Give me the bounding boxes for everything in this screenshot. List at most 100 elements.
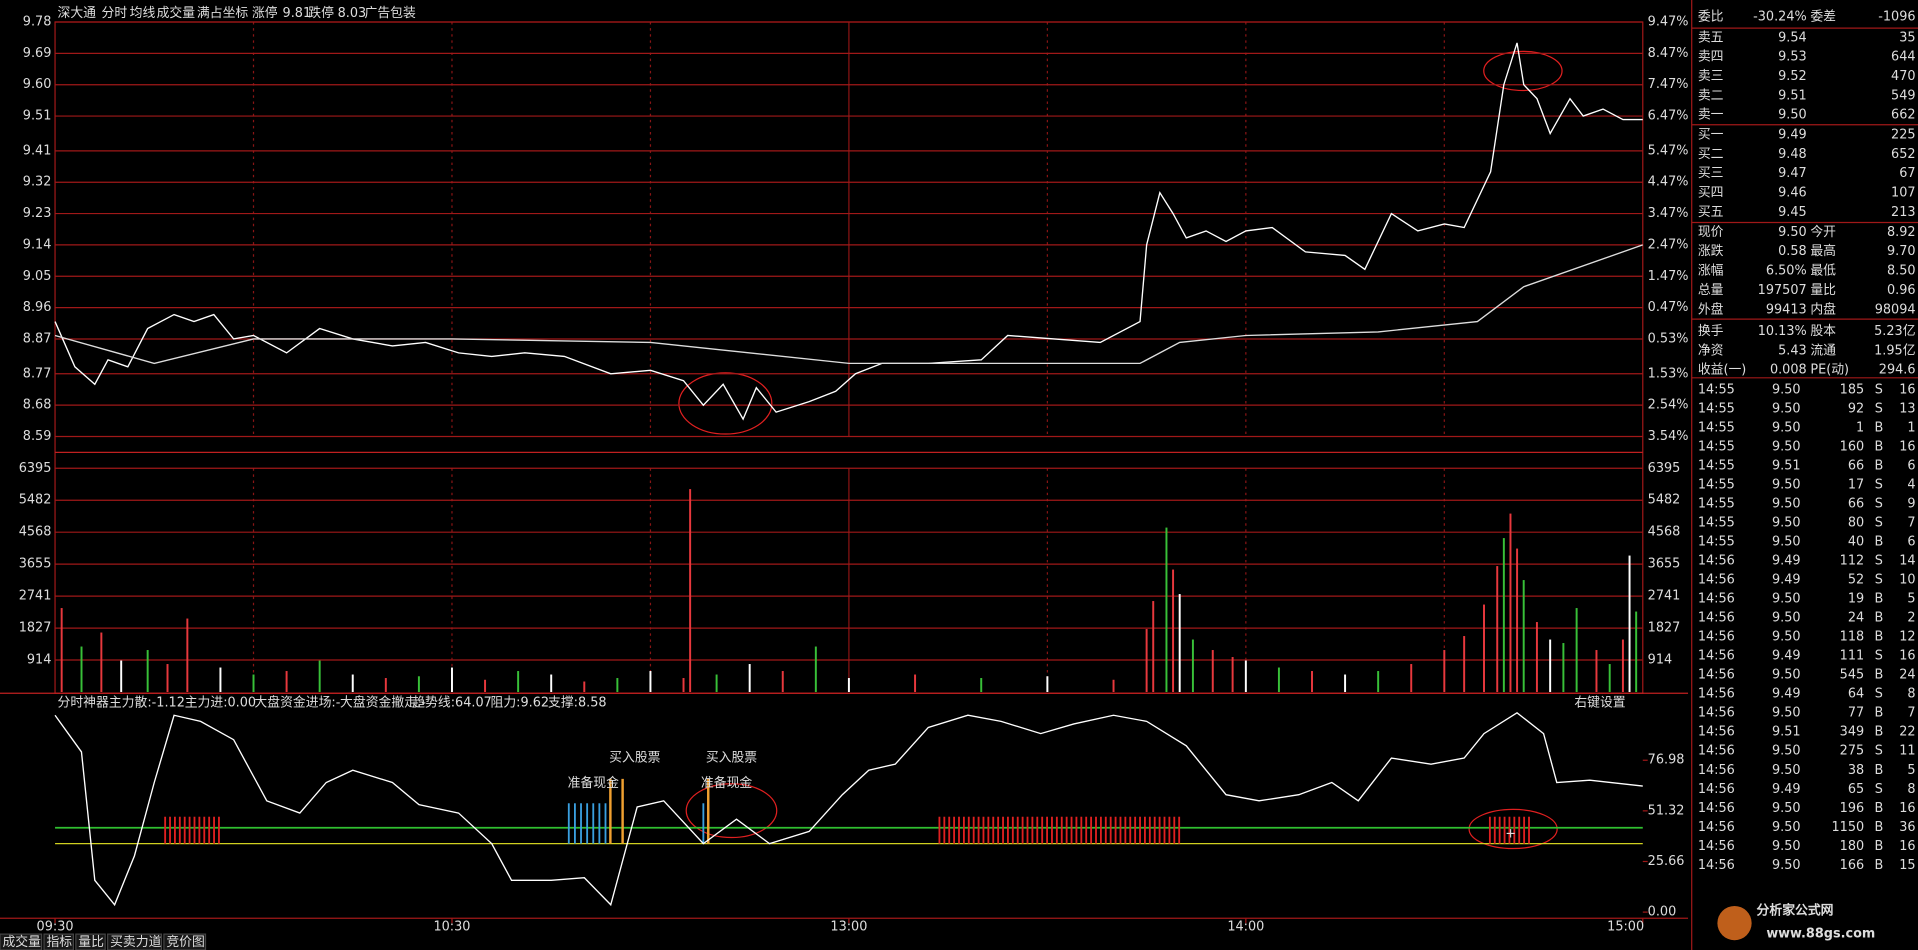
trade-price: 9.50 <box>1772 820 1801 835</box>
stat-value: 1.95亿 <box>1874 343 1916 358</box>
trade-side: B <box>1874 668 1883 683</box>
book-label: 卖一 <box>1698 108 1724 123</box>
trade-count: 7 <box>1907 706 1915 721</box>
tab-bg <box>107 933 163 950</box>
trade-side: S <box>1875 516 1883 531</box>
volume-bar <box>1522 580 1525 693</box>
trade-time: 14:56 <box>1698 782 1735 797</box>
book-price: 9.51 <box>1778 88 1807 103</box>
pct-label: 0.53% <box>1648 331 1689 346</box>
book-qty: 549 <box>1891 88 1916 103</box>
trade-time: 14:55 <box>1698 402 1735 417</box>
trade-volume: 111 <box>1840 649 1865 664</box>
stat-label: 流通 <box>1810 343 1836 358</box>
volume-bar <box>450 667 453 693</box>
trade-volume: 275 <box>1840 744 1865 759</box>
trade-count: 16 <box>1899 801 1915 816</box>
stat-value: 8.50 <box>1887 264 1916 279</box>
volume-bar <box>583 681 586 693</box>
y-tick-label: 9.14 <box>23 237 52 252</box>
stat-value: 6.50% <box>1766 264 1807 279</box>
book-label: 买二 <box>1698 147 1724 162</box>
indicator-stat: 大盘资金撤走:- <box>340 695 426 711</box>
series-line <box>54 711 1643 907</box>
volume-bar <box>1575 608 1578 693</box>
annotation: 买入股票 <box>609 751 660 766</box>
trade-price: 9.49 <box>1772 649 1801 664</box>
x-tick-label: 09:30 <box>37 919 74 934</box>
stat-label: 收益(一) <box>1698 363 1747 378</box>
trade-price: 9.50 <box>1772 421 1801 436</box>
volume-bar <box>814 646 817 693</box>
indicator-stat: 大盘资金进场:- <box>254 695 340 711</box>
tab[interactable]: 指标 <box>46 935 72 950</box>
trade-count: 6 <box>1907 459 1915 474</box>
volume-bar <box>1516 548 1519 693</box>
pct-label: 5.47% <box>1648 143 1689 158</box>
volume-bar <box>351 674 354 693</box>
tab[interactable]: 竞价图 <box>166 934 204 950</box>
trade-count: 7 <box>1907 516 1915 531</box>
trade-volume: 160 <box>1840 440 1865 455</box>
volume-bar <box>484 679 487 693</box>
stat-value: 9.70 <box>1887 244 1916 259</box>
trade-volume: 180 <box>1840 839 1865 854</box>
stat-label: 内盘 <box>1810 302 1836 318</box>
volume-bar <box>120 660 123 693</box>
trade-count: 8 <box>1907 782 1915 797</box>
trade-time: 14:55 <box>1698 535 1735 550</box>
volume-bar <box>1344 674 1347 693</box>
stat-label: 总量 <box>1698 283 1724 298</box>
y-tick-label: 914 <box>27 653 52 668</box>
volume-bar <box>1191 639 1194 693</box>
y-tick-label: 8.68 <box>23 398 52 413</box>
volume-bar <box>689 489 692 693</box>
volume-bar <box>847 678 850 693</box>
header-item: 跌停 <box>308 5 334 21</box>
indicator-stat: 主力散:-1.12 <box>109 696 185 711</box>
book-price: 9.50 <box>1778 108 1807 123</box>
trade-volume: 545 <box>1840 668 1865 683</box>
trade-time: 14:56 <box>1698 725 1735 740</box>
y-tick-label: 3655 <box>1648 557 1681 572</box>
header-item: 广告包装 <box>365 6 416 21</box>
y-tick-label: 9.41 <box>23 143 52 158</box>
trade-side: S <box>1875 383 1883 398</box>
stat-value: 98094 <box>1875 303 1916 318</box>
stat-label: PE(动) <box>1810 363 1849 378</box>
book-price: 9.48 <box>1778 147 1807 162</box>
trade-side: B <box>1874 801 1883 816</box>
stat-value: 0.58 <box>1778 244 1807 259</box>
trade-side: B <box>1874 630 1883 645</box>
book-price: 9.46 <box>1778 186 1807 201</box>
volume-bar <box>715 674 718 693</box>
quote-top: -30.24% <box>1753 10 1807 25</box>
settings[interactable]: 右键设置 <box>1574 696 1625 711</box>
trade-time: 14:55 <box>1698 478 1735 493</box>
logo <box>1717 905 1752 941</box>
trade-side: B <box>1874 706 1883 721</box>
book-price: 9.52 <box>1778 69 1807 84</box>
book-qty: 644 <box>1891 50 1916 65</box>
trade-count: 13 <box>1899 402 1915 417</box>
header-item: 成交量 <box>157 5 196 21</box>
trade-price: 9.50 <box>1772 668 1801 683</box>
trade-side: B <box>1874 440 1883 455</box>
trade-price: 9.51 <box>1772 459 1801 474</box>
stat-value: 0.008 <box>1770 363 1807 378</box>
trade-time: 14:56 <box>1698 858 1735 873</box>
pct-label: 6.47% <box>1648 109 1689 124</box>
x-tick-label: 14:00 <box>1227 919 1264 934</box>
trade-volume: 118 <box>1840 630 1865 645</box>
volume-bar <box>186 618 189 693</box>
trade-volume: 92 <box>1848 402 1864 417</box>
tab[interactable]: 量比 <box>78 935 104 950</box>
tab[interactable]: 成交量 <box>2 934 41 950</box>
tab[interactable]: 买卖力道 <box>110 935 161 950</box>
volume-bar <box>1046 676 1049 693</box>
book-label: 买五 <box>1698 205 1724 220</box>
book-qty: 35 <box>1899 30 1915 45</box>
trade-price: 9.49 <box>1772 782 1801 797</box>
stat-value: 294.6 <box>1879 363 1916 378</box>
